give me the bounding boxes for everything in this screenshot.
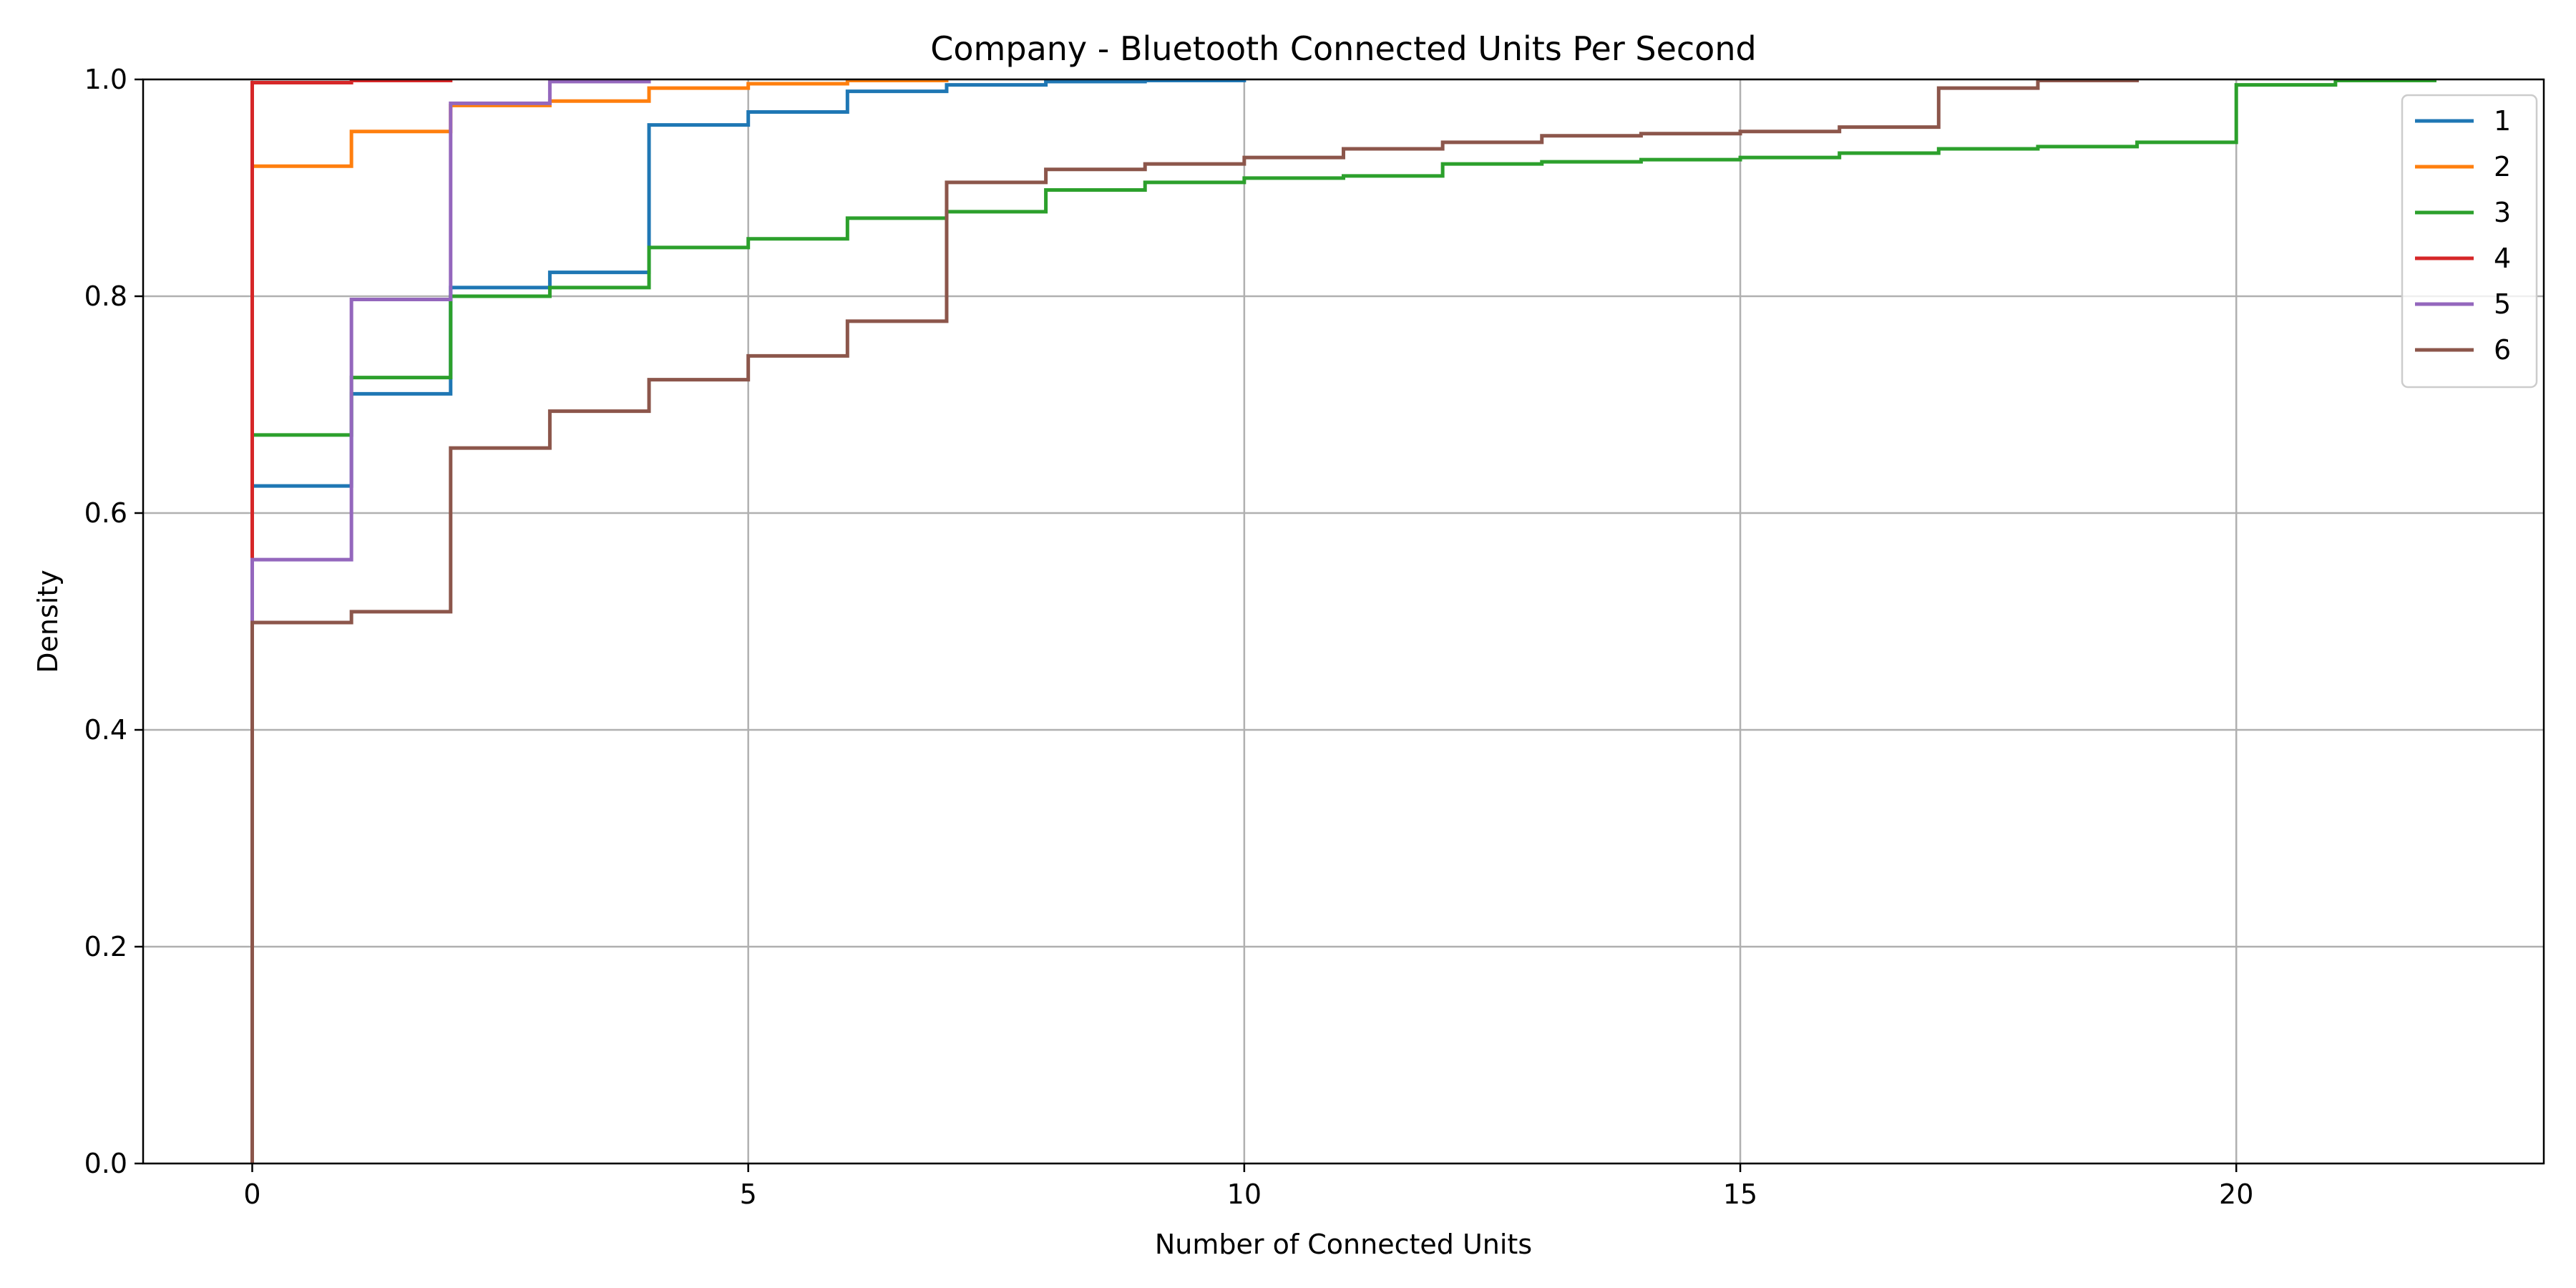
legend-label-2: 2 <box>2494 151 2511 182</box>
y-tick-label: 0.0 <box>84 1148 127 1179</box>
series-line-6 <box>250 79 2140 1163</box>
legend-box <box>2401 94 2538 389</box>
y-tick-label: 0.2 <box>84 931 127 962</box>
y-axis-label: Density <box>32 570 64 673</box>
series-line-2 <box>250 79 949 1163</box>
legend-label-1: 1 <box>2494 105 2511 137</box>
plot-frame <box>142 78 2545 1165</box>
legend-label-6: 6 <box>2494 334 2511 366</box>
x-axis-label: Number of Connected Units <box>1155 1229 1532 1260</box>
legend-label-5: 5 <box>2494 288 2511 320</box>
x-tick-label: 10 <box>1227 1179 1262 1210</box>
series-line-4 <box>250 79 453 1163</box>
chart-title: Company - Bluetooth Connected Units Per … <box>930 29 1756 68</box>
y-tick-label: 0.6 <box>84 497 127 529</box>
x-tick-label: 5 <box>740 1179 757 1210</box>
legend-label-3: 3 <box>2494 197 2511 228</box>
y-tick-label: 0.8 <box>84 280 127 312</box>
x-tick-label: 15 <box>1723 1179 1757 1210</box>
x-tick-label: 20 <box>2219 1179 2253 1210</box>
legend: 1 2 3 4 5 6 <box>2401 94 2538 389</box>
series-line-1 <box>250 79 1246 1163</box>
ticks: 0 5 10 15 20 0.0 0.2 0.4 0.6 0.8 1.0 <box>84 64 2254 1210</box>
series-line-3 <box>250 79 2436 1163</box>
x-tick-label: 0 <box>243 1179 260 1210</box>
series-layer <box>250 79 2436 1163</box>
legend-label-4: 4 <box>2494 243 2511 274</box>
series-line-5 <box>250 79 651 1163</box>
y-tick-label: 1.0 <box>84 64 127 95</box>
y-tick-label: 0.4 <box>84 714 127 746</box>
